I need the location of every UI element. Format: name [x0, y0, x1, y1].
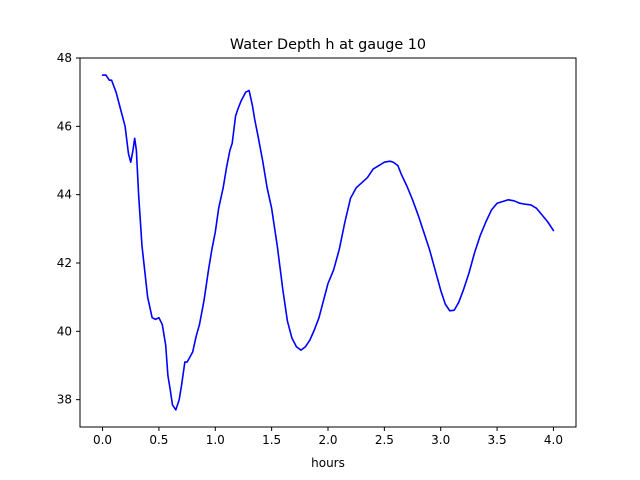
- x-axis-label: hours: [311, 456, 345, 470]
- y-tick-label: 48: [57, 51, 72, 65]
- y-tick-label: 42: [57, 256, 72, 270]
- y-tick-label: 40: [57, 324, 72, 338]
- x-tick-label: 2.5: [375, 433, 394, 447]
- x-tick-label: 1.5: [262, 433, 281, 447]
- x-tick-label: 2.0: [318, 433, 337, 447]
- x-tick-label: 4.0: [544, 433, 563, 447]
- y-tick-label: 38: [57, 393, 72, 407]
- chart-title: Water Depth h at gauge 10: [230, 37, 426, 53]
- y-axis: 38 40 42 44 46 48: [57, 51, 80, 407]
- x-tick-label: 1.0: [206, 433, 225, 447]
- x-axis: 0.0 0.5 1.0 1.5 2.0 2.5 3.0 3.5 4.0: [93, 427, 563, 447]
- x-tick-label: 3.0: [431, 433, 450, 447]
- x-tick-label: 0.0: [93, 433, 112, 447]
- series-line-0: [101, 74, 555, 411]
- y-tick-label: 46: [57, 119, 72, 133]
- x-tick-label: 0.5: [149, 433, 168, 447]
- y-tick-label: 44: [57, 188, 72, 202]
- x-tick-label: 3.5: [488, 433, 507, 447]
